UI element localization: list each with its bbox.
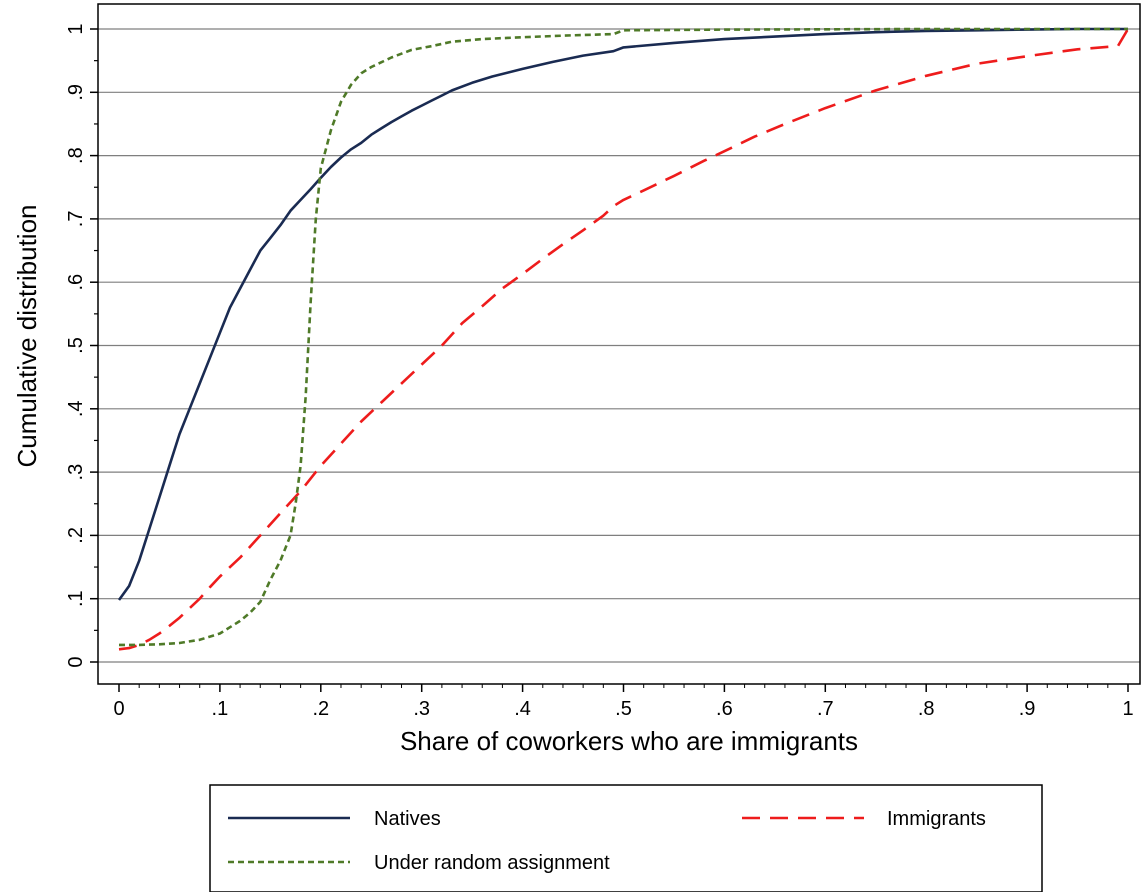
plot-frame <box>97 3 1141 685</box>
y-tick-label: .1 <box>65 590 87 607</box>
y-axis-title: Cumulative distribution <box>12 204 42 467</box>
y-tick-label: .5 <box>65 337 87 354</box>
x-tick-label: .3 <box>413 698 430 720</box>
y-tick-label: .8 <box>65 147 87 164</box>
series-line-under-random-assignment <box>119 27 1128 647</box>
x-tick-label: .2 <box>312 698 329 720</box>
x-tick-label: .5 <box>615 698 632 720</box>
legend: Natives Immigrants Under random assignment <box>209 784 1043 892</box>
x-tick-label: 0 <box>113 698 124 720</box>
x-tick-label: .6 <box>716 698 733 720</box>
legend-box <box>209 784 1043 892</box>
y-tick-label: 1 <box>65 23 87 34</box>
y-tick-label: .7 <box>65 211 87 228</box>
y-tick-label: 0 <box>65 656 87 667</box>
x-tick-label: .9 <box>1019 698 1036 720</box>
x-axis-title: Share of coworkers who are immigrants <box>400 726 858 756</box>
legend-label-under-random-assignment: Under random assignment <box>374 852 610 874</box>
y-tick-label: .9 <box>65 84 87 101</box>
x-tick-label: .8 <box>918 698 935 720</box>
grid-lines <box>98 28 1140 663</box>
x-tick-label: 1 <box>1122 698 1133 720</box>
x-tick-label: .4 <box>514 698 531 720</box>
legend-label-natives: Natives <box>374 808 441 830</box>
y-tick-label: .2 <box>65 527 87 544</box>
series-layer <box>117 27 1130 651</box>
axes: 0 .1 .2 .3 .4 .5 .6 .7 .8 .9 1 0 .1 .2 .3 .4 .5 .6 .7 .8 .9 1 <box>65 3 1141 720</box>
y-tick-label: .6 <box>65 274 87 291</box>
y-tick-label: .4 <box>65 400 87 417</box>
x-tick-label: .7 <box>817 698 834 720</box>
series-line-immigrants <box>118 28 1130 651</box>
y-tick-label: .3 <box>65 464 87 481</box>
series-line-natives <box>117 27 1128 601</box>
x-tick-label: .1 <box>212 698 229 720</box>
legend-label-immigrants: Immigrants <box>887 808 986 830</box>
